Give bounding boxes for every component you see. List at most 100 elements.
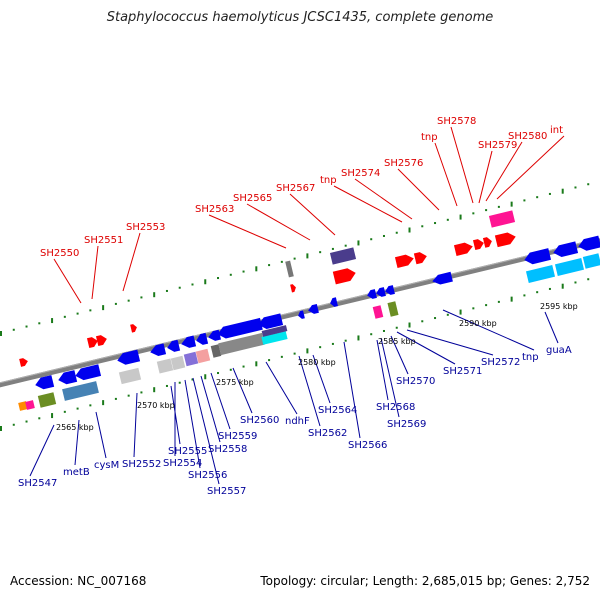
lower-ruler-dot [25,420,28,423]
upper-ruler-dot [140,296,143,299]
reverse-gene-label: SH2555 [168,446,207,457]
forward-gene-label: SH2553 [126,222,165,233]
lower-ruler-dot [587,278,590,281]
upper-ruler-dot [382,234,385,237]
scale-tick-label: 2570 kbp [137,401,175,410]
reverse-gene-box [261,325,288,337]
lower-ruler-dot [178,381,181,384]
forward-gene-label: SH2563 [195,204,234,215]
upper-ruler-dot [574,186,577,189]
upper-ruler-dot [51,318,54,324]
reverse-label-leader [343,341,361,439]
upper-ruler-dot [446,218,449,221]
reverse-label-leader [133,392,138,458]
lower-ruler-dot [204,374,207,380]
lower-ruler-dot [217,372,220,375]
forward-label-leader [485,141,523,202]
forward-gene-label: SH2580 [508,131,547,142]
scale-tick-label: 2565 kbp [56,423,94,432]
lower-ruler-dot [280,355,283,358]
upper-ruler-dot [25,325,28,328]
upper-ruler-dot [229,273,232,276]
lower-ruler-dot [459,309,462,315]
reverse-gene-arrow [75,364,102,381]
forward-gene-label: SH2567 [276,183,315,194]
reverse-gene-arrow [432,271,453,285]
reverse-gene-arrow [217,317,263,339]
reverse-label-leader [298,355,321,427]
lower-ruler-dot [306,348,309,354]
reverse-label-leader [232,367,253,414]
lower-ruler-dot [331,342,334,345]
reverse-gene-label: SH2556 [188,470,227,481]
reverse-gene-arrow [117,349,141,365]
forward-gene-arrow [494,232,516,248]
upper-ruler-dot [63,315,66,318]
forward-gene-label: SH2551 [84,235,123,246]
reverse-gene-box [62,381,99,401]
reverse-gene-label: SH2557 [207,486,246,497]
upper-ruler-dot [510,201,513,207]
upper-ruler-dot [523,199,526,202]
lower-ruler-dot [76,407,79,410]
genome-title: Staphylococcus haemolyticus JCSC1435, co… [106,10,494,25]
forward-gene-arrow [19,358,28,367]
upper-ruler-dot [268,264,271,267]
lower-ruler-dot [421,320,424,323]
reverse-gene-box [25,400,35,410]
upper-ruler-dot [472,212,475,215]
upper-ruler-dot [89,309,92,312]
upper-ruler-dot [255,266,258,272]
upper-ruler-dot [12,328,15,331]
reverse-gene-box [210,344,222,358]
upper-ruler-dot [165,289,168,292]
upper-ruler-dot [178,286,181,289]
reverse-gene-label: SH2566 [348,440,387,451]
reverse-gene-arrow [196,332,209,345]
reverse-gene-box [372,305,384,319]
reverse-gene-label: cysM [94,460,119,471]
upper-ruler-dot [331,247,334,250]
upper-ruler-dot [38,322,41,325]
reverse-label-leader [29,424,55,477]
scale-tick-label: 2580 kbp [298,358,336,367]
reverse-gene-label: SH2547 [18,478,57,489]
forward-label-leader [289,193,336,236]
lower-ruler-dot [370,333,373,336]
reverse-gene-arrow [258,313,284,330]
reverse-gene-box [554,258,585,276]
lower-ruler-dot [472,307,475,310]
forward-label-leader [354,178,413,220]
forward-label-leader [208,214,287,249]
lower-ruler-dot [561,283,564,289]
forward-label-leader [91,245,99,300]
lower-ruler-dot [497,300,500,303]
forward-gene-box [285,260,294,278]
reverse-gene-label: guaA [546,345,572,356]
forward-gene-box [488,210,516,228]
forward-gene-arrow [413,252,427,265]
reverse-gene-label: metB [63,467,90,478]
reverse-gene-label: tnp [522,352,539,363]
reverse-gene-arrow [385,285,395,295]
upper-ruler-dot [217,277,220,280]
lower-ruler-dot [12,423,15,426]
lower-ruler-dot [165,384,168,387]
lower-ruler-dot [319,346,322,349]
upper-ruler-dot [293,257,296,260]
lower-ruler-dot [536,291,539,294]
forward-gene-arrow [86,337,98,349]
lower-ruler-dot [357,335,360,341]
scale-tick-label: 2595 kbp [540,302,578,311]
forward-gene-arrow [472,239,484,251]
forward-label-leader [397,168,440,211]
reverse-gene-label: SH2559 [218,431,257,442]
lower-ruler-dot [102,400,105,406]
forward-label-leader [246,203,311,241]
forward-label-leader [496,135,565,200]
forward-gene-box [329,247,357,265]
forward-gene-label: int [550,125,563,136]
genome-summary-text: Topology: circular; Length: 2,685,015 bp… [260,574,590,588]
lower-ruler-dot [255,361,258,367]
